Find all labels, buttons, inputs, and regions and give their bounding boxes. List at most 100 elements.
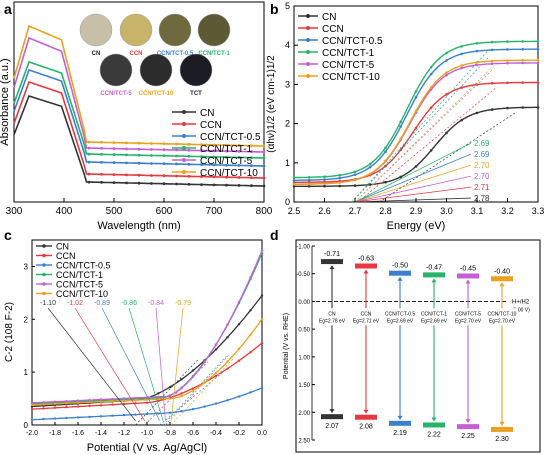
tauc-marker-ccn-tct-0-5 [536,47,540,51]
ms-marker-ccn-tct-5 [30,401,34,404]
absorbance-marker-ccn-tct-10 [237,144,241,147]
bandgap-line-ccn [354,186,471,203]
legend-marker-ccn [42,253,46,258]
tauc-marker-ccn-tct-0-5 [506,48,509,51]
ms-marker-ccn [42,407,45,410]
ms-marker-ccn-tct-0-5 [214,402,218,405]
bandgap-label-ccn-tct-0-5: 2.69 [474,150,490,159]
ms-marker-ccn-tct-10 [145,398,149,401]
ms-marker-ccn-tct-10 [99,400,103,403]
tauc-marker-cn [460,118,464,122]
bandgap-label-ccn-tct-1: 2.69 [474,139,490,148]
band-name-ccn-tct-1: CCN/TCT-1 [421,311,447,317]
absorbance-marker-ccn [112,173,116,177]
tauc-marker-ccn-tct-5 [445,73,448,77]
panel-letter-c: c [4,227,12,243]
absorbance-marker-ccn-tct-10 [175,142,178,146]
ms-marker-ccn-tct-5 [249,276,252,279]
ms-marker-ccn-tct-0-5 [30,418,34,421]
y-tick-label: 1.50 [298,383,310,389]
panel-letter-d: d [270,227,279,243]
tauc-marker-ccn-tct-0-5 [368,165,372,169]
tauc-marker-ccn-tct-1 [414,90,418,93]
cb-value-ccn-tct-5: -0.45 [460,265,476,272]
legend-label-ccn-tct-10: CCN/TCT-10 [200,168,258,179]
gap-arrowhead-ccn-tct-5 [465,279,471,284]
tauc-marker-ccn-tct-0-5 [353,173,357,176]
absorbance-marker-ccn [262,176,266,180]
ms-marker-ccn-tct-0-5 [122,413,126,417]
tauc-marker-ccn-tct-0-5 [399,125,403,128]
cb-bar-cn [321,259,343,265]
legend-label-ccn-tct-10: CCN/TCT-10 [56,289,108,299]
x-tick-label: -1.2 [118,430,130,437]
ms-marker-ccn [214,374,218,378]
tauc-curve-cn [294,106,538,188]
ms-marker-ccn-tct-5 [88,398,91,402]
absorbance-marker-ccn-tct-1 [250,156,253,160]
gap-arrowhead-ccn [363,269,369,274]
bandgap-label-ccn: 2.71 [474,183,490,192]
gap-arrowhead-ccn-tct-1 [431,278,437,283]
tauc-marker-ccn-tct-10 [429,86,433,89]
absorbance-marker-ccn-tct-0-5 [187,162,191,166]
bandgap-line-ccn-tct-1 [354,142,472,203]
vb-value-ccn-tct-0-5: 2.19 [393,430,407,437]
absorbance-marker-ccn-tct-5 [200,149,203,153]
absorbance-marker-ccn-tct-0-5 [200,163,203,167]
absorbance-marker-ccn-tct-10 [162,142,166,146]
y-tick-label: 3 [285,79,290,89]
gap-arrowhead-cn [329,409,335,414]
y-tick-label: 2 [24,315,29,324]
absorbance-marker-ccn-tct-5 [250,150,253,154]
panel-c-mott-schottky-chart: -1.10 -1.02 -0.89 -0.86 -0.84 -0.79 CNCCNCCN/… [4,239,267,454]
tauc-marker-ccn-tct-1 [460,45,464,48]
absorbance-marker-cn [125,181,128,185]
y-tick-label: 1 [285,158,290,168]
ms-marker-ccn-tct-10 [111,400,114,403]
absorbance-marker-cn [200,183,203,187]
ms-marker-ccn-tct-10 [88,401,91,404]
legend-label-ccn-tct-1: CCN/TCT-1 [56,270,103,280]
tauc-marker-ccn-tct-0-5 [475,49,479,53]
legend-marker-ccn-tct-5 [306,62,310,66]
y-tick-label: 1 [24,368,29,377]
ms-marker-ccn-tct-10 [237,347,241,351]
tauc-marker-ccn-tct-10 [460,64,464,67]
legend-label-cn: CN [56,242,69,252]
sample-photo-cn [79,13,113,47]
absorbance-marker-ccn-tct-10 [112,141,116,145]
legend-label-ccn-tct-0-5: CCN/TCT-0.5 [200,132,261,143]
panel-b-y-label: (αhν)1/2 (eV cm-1)1/2 [266,55,277,153]
absorbance-marker-ccn-tct-10 [137,141,141,145]
panel-a-y-label: Absorbance (a.u.) [0,58,11,145]
tauc-marker-ccn-tct-5 [536,61,540,65]
tauc-marker-ccn-tct-1 [429,65,433,69]
vb-bar-ccn-tct-1 [423,422,445,428]
ms-marker-ccn-tct-10 [191,389,195,392]
absorbance-marker-cn [175,182,178,186]
tauc-marker-ccn-tct-10 [338,181,342,184]
absorbance-marker-cn [100,180,103,184]
absorbance-marker-ccn-tct-10 [212,143,216,147]
ms-marker-ccn-tct-5 [203,360,206,364]
vb-value-ccn-tct-10: 2.30 [495,436,509,443]
legend-marker-ccn-tct-5 [42,282,46,286]
y-tick-label: 1.00 [298,355,310,361]
tauc-marker-ccn-tct-1 [399,120,403,124]
vb-value-ccn: 2.08 [359,424,373,431]
gap-arrowhead-ccn-tct-5 [465,419,471,424]
ms-tangent-ccn-tct-1 [162,356,227,426]
x-tick-label: -1.6 [72,430,84,437]
legend-marker-ccn-tct-10 [42,291,46,296]
legend-marker-ccn-tct-1 [306,50,310,54]
tauc-marker-ccn-tct-0-5 [490,48,494,52]
absorbance-marker-cn [162,182,166,186]
ms-marker-ccn-tct-10 [65,402,68,405]
ms-marker-ccn-tct-5 [99,398,103,401]
ms-marker-ccn-tct-0-5 [249,391,252,394]
tauc-marker-cn [338,184,342,188]
ms-curve-cn [31,295,263,408]
tauc-marker-ccn [521,81,524,84]
